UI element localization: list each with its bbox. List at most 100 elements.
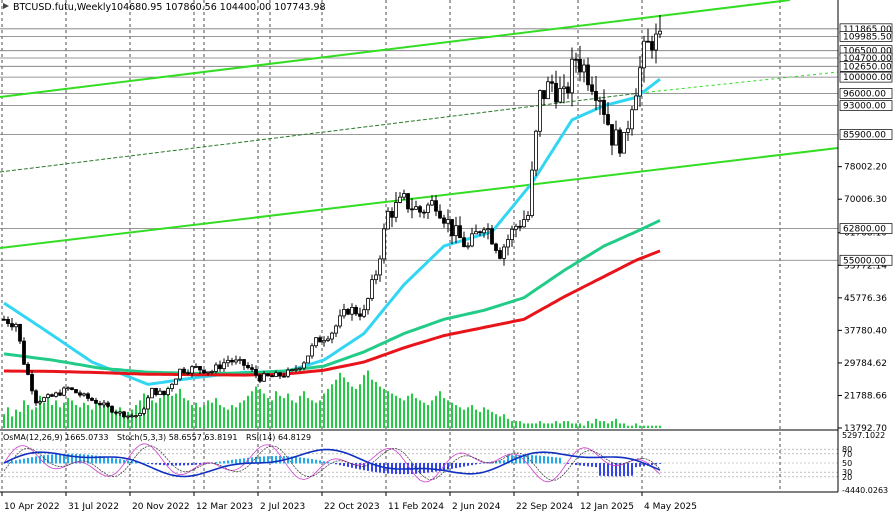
osma-bar: [291, 456, 293, 464]
chart-ohlc: 104680.95 107860.56 104400.00 107743.98: [111, 2, 326, 13]
volume-bar: [295, 402, 297, 428]
volume-bar: [403, 400, 405, 428]
osma-bar: [215, 462, 217, 464]
osma-bar: [499, 460, 501, 464]
osma-bar: [51, 454, 53, 464]
bull-candle: [562, 86, 566, 89]
bear-candle: [254, 369, 258, 376]
bear-candle: [198, 365, 202, 371]
volume-bar: [115, 409, 117, 428]
bull-candle: [142, 408, 146, 414]
volume-bar: [159, 398, 161, 428]
volume-bar: [39, 395, 41, 428]
osma-bar: [223, 460, 225, 464]
volume-bar: [319, 400, 321, 428]
indicator-axis-label: 5297.1022: [842, 431, 885, 440]
volume-bar: [275, 391, 277, 428]
osma-bar: [651, 463, 653, 466]
bear-candle: [458, 225, 462, 239]
osma-bar: [567, 463, 569, 464]
volume-bar: [31, 409, 33, 428]
volume-bar: [543, 423, 545, 428]
volume-bar: [43, 402, 45, 428]
volume-bar: [187, 400, 189, 428]
volume-bar: [443, 398, 445, 428]
volume-bar: [371, 379, 373, 428]
bull-candle: [622, 132, 626, 154]
bear-candle: [574, 58, 578, 61]
osma-bar: [535, 455, 537, 464]
price-level-box: [839, 223, 893, 234]
volume-bar: [291, 400, 293, 428]
osma-bar: [279, 456, 281, 464]
osma-bar: [635, 463, 637, 468]
osma-bar: [119, 459, 121, 464]
bear-candle: [182, 368, 186, 374]
osma-bar: [79, 454, 81, 464]
volume-bar: [131, 409, 133, 428]
bear-candle: [86, 393, 90, 399]
bull-candle: [386, 210, 390, 230]
osma-bar: [59, 453, 61, 464]
volume-bar: [155, 402, 157, 428]
price-level-box: [839, 129, 893, 140]
bull-candle: [158, 390, 162, 395]
collapse-arrow-icon[interactable]: [3, 3, 9, 9]
osma-bar: [471, 463, 473, 466]
bull-candle: [510, 228, 514, 240]
osma-bar: [231, 459, 233, 464]
bear-candle: [434, 200, 438, 212]
bear-candle: [610, 124, 614, 146]
x-tick-label: 22 Sep 2024: [516, 502, 573, 512]
bull-candle: [306, 355, 310, 364]
osma-bar: [427, 463, 429, 473]
bear-candle: [542, 90, 546, 100]
volume-bar: [399, 398, 401, 428]
bull-candle: [526, 215, 530, 221]
osma-bar: [43, 455, 45, 464]
volume-bar: [567, 421, 569, 428]
osma-bar: [247, 457, 249, 464]
volume-bar: [331, 384, 333, 428]
bull-candle: [206, 371, 210, 374]
stoch-main-line: [3, 443, 661, 483]
volume-bar: [519, 421, 521, 428]
bull-candle: [170, 383, 174, 389]
volume-bar: [287, 393, 289, 428]
volume-bar: [71, 400, 73, 428]
volume-bar: [195, 402, 197, 428]
price-level-label: 100000.00: [843, 73, 892, 83]
bull-candle: [146, 397, 150, 410]
osma-bar: [455, 463, 457, 469]
bull-candle: [42, 397, 46, 402]
volume-bar: [267, 398, 269, 428]
bull-candle: [598, 99, 602, 102]
osma-bar: [363, 463, 365, 471]
volume-bar: [495, 414, 497, 428]
bull-candle: [322, 340, 326, 343]
volume-bar: [575, 423, 577, 428]
volume-bar: [299, 395, 301, 428]
osma-bar: [443, 463, 445, 471]
bear-candle: [122, 411, 126, 418]
bull-candle: [82, 393, 86, 396]
osma-bar: [467, 463, 469, 466]
osma-bar: [655, 463, 657, 465]
price-level-label: 104700.00: [843, 54, 892, 64]
osma-bar: [375, 463, 377, 473]
bull-candle: [174, 378, 178, 385]
bear-candle: [10, 323, 14, 328]
price-level-box: [839, 71, 893, 83]
bull-candle: [378, 258, 382, 276]
osma-bar: [207, 463, 209, 464]
volume-bar: [379, 386, 381, 428]
x-tick-label: 31 Jul 2022: [68, 502, 119, 512]
bear-candle: [34, 390, 38, 404]
osma-bar: [103, 456, 105, 464]
osma-bar: [463, 463, 465, 467]
bull-candle: [394, 202, 398, 218]
volume-bar: [207, 400, 209, 428]
bull-candle: [522, 219, 526, 228]
moving-averages: [3, 78, 661, 386]
